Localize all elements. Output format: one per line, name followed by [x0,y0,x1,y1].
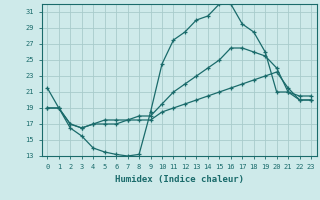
X-axis label: Humidex (Indice chaleur): Humidex (Indice chaleur) [115,175,244,184]
